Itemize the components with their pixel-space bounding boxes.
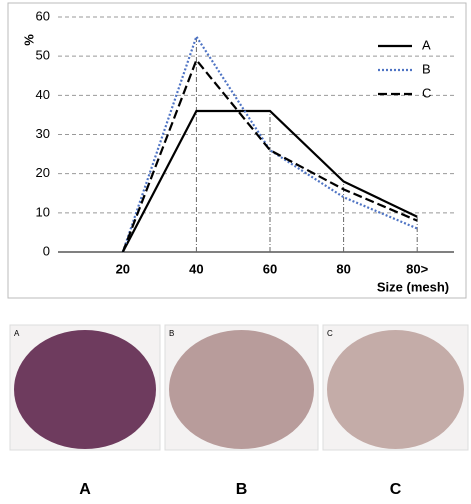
powder-sample bbox=[169, 330, 314, 449]
powder-sample bbox=[327, 330, 464, 449]
x-axis-label: Size (mesh) bbox=[377, 279, 449, 294]
y-tick-label: 30 bbox=[36, 126, 50, 141]
figure: % Size (mesh) 01020304050602040608080>AB… bbox=[0, 0, 471, 504]
line bbox=[123, 60, 417, 252]
y-tick-label: 40 bbox=[36, 87, 50, 102]
photo-caption: C bbox=[390, 481, 402, 498]
y-tick-label: 10 bbox=[36, 204, 50, 219]
x-tick-label: 80 bbox=[336, 261, 350, 276]
photo-caption: A bbox=[79, 481, 91, 498]
y-tick-label: 50 bbox=[36, 48, 50, 63]
page: {"chart_data": {"type": "line", "y_label… bbox=[0, 0, 471, 504]
y-tick-label: 0 bbox=[43, 243, 50, 258]
legend-label: C bbox=[422, 85, 431, 100]
photo-tag: A bbox=[14, 329, 20, 338]
x-tick-label: 60 bbox=[263, 261, 277, 276]
chart-frame bbox=[8, 3, 466, 298]
y-axis-label: % bbox=[21, 34, 36, 46]
powder-sample bbox=[14, 330, 156, 449]
legend-label: A bbox=[422, 37, 431, 52]
photo-caption: B bbox=[236, 481, 248, 498]
legend-label: B bbox=[422, 61, 431, 76]
x-tick-label: 20 bbox=[116, 261, 130, 276]
y-tick-label: 20 bbox=[36, 165, 50, 180]
x-tick-label: 80> bbox=[406, 261, 428, 276]
photo-tag: B bbox=[169, 329, 174, 338]
y-tick-label: 60 bbox=[36, 8, 50, 23]
photo-tag: C bbox=[327, 329, 333, 338]
x-tick-label: 40 bbox=[189, 261, 203, 276]
